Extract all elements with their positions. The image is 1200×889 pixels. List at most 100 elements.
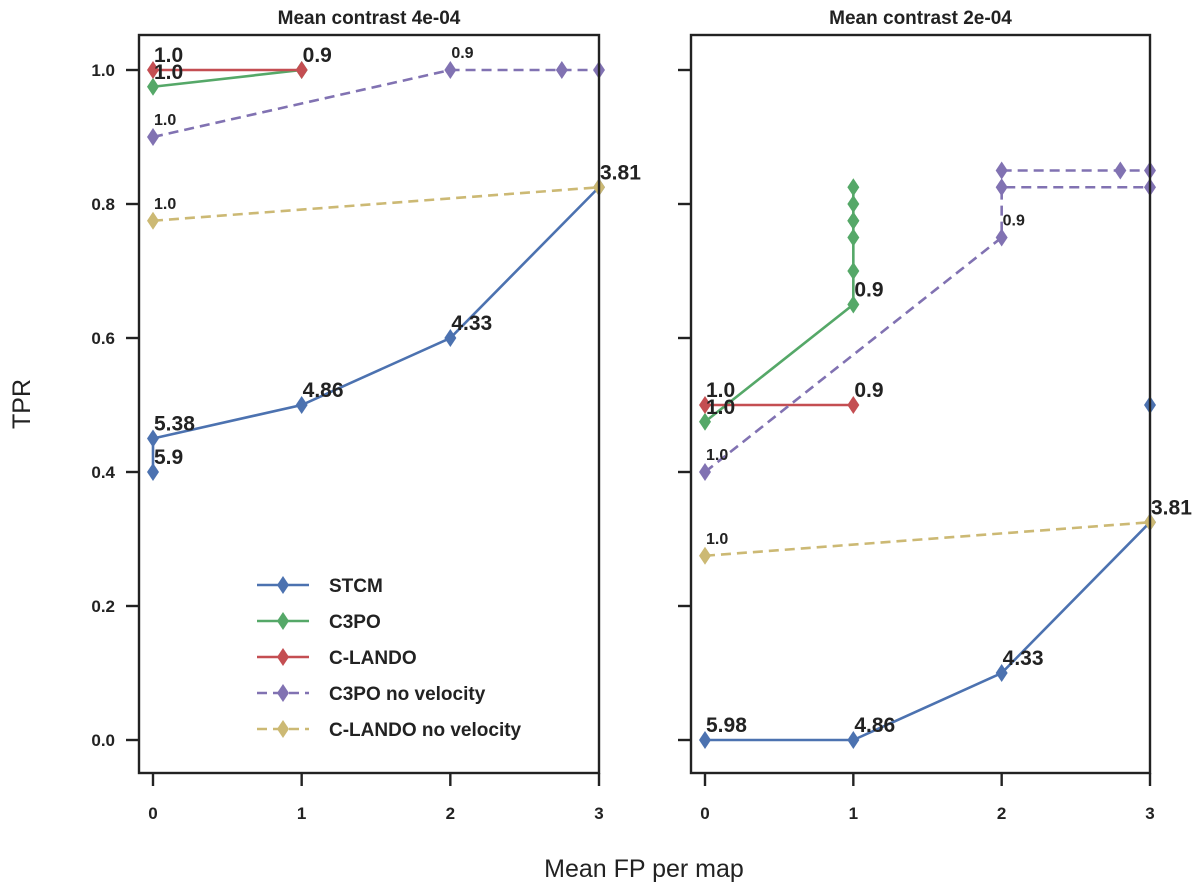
panel-1: Mean contrast 4e-04 5.9 5.38 4.86 4.33 3.81 1.… <box>91 8 641 823</box>
y-tick-label: 0.6 <box>91 329 115 348</box>
legend-item: C-LANDO <box>257 648 417 669</box>
series-line-stcm <box>151 186 600 472</box>
data-point <box>699 396 711 414</box>
data-point <box>847 195 860 213</box>
data-label: 3.81 <box>600 161 641 184</box>
data-label: 4.86 <box>303 379 344 402</box>
data-label: 1.0 <box>706 447 728 464</box>
data-point <box>295 396 308 414</box>
data-label: 3.81 <box>1151 496 1192 519</box>
x-tick-label: 3 <box>594 804 603 823</box>
data-label: 1.0 <box>706 379 735 402</box>
series-group <box>147 61 605 481</box>
data-label: 4.86 <box>854 714 895 737</box>
plot-frame <box>137 33 601 775</box>
panel-title: Mean contrast 4e-04 <box>278 8 461 29</box>
data-label: 1.0 <box>154 44 183 67</box>
data-point <box>847 178 860 197</box>
y-tick-label: 0.4 <box>91 463 115 482</box>
legend-marker <box>277 684 289 702</box>
x-tick-label: 1 <box>849 804 858 823</box>
y-tick-label: 1.0 <box>91 61 115 80</box>
data-point <box>995 228 1008 247</box>
data-label: 1.0 <box>154 61 183 84</box>
legend-marker <box>277 576 289 594</box>
data-point <box>995 178 1008 197</box>
data-label: 1.0 <box>706 396 735 419</box>
data-point <box>699 463 711 481</box>
data-label: 0.9 <box>303 44 332 67</box>
legend-marker <box>277 648 289 666</box>
legend-label: C3PO <box>329 612 381 633</box>
data-point <box>847 262 860 280</box>
x-axis-label: Mean FP per map <box>544 855 744 883</box>
legend: STCM C3PO C-LANDO C3PO no velocity C-LANDO n… <box>257 576 522 741</box>
series-line-c3po-no-velocity <box>152 68 599 139</box>
legend-label: C-LANDO <box>329 648 417 669</box>
x-tick-label: 2 <box>997 804 1006 823</box>
panel-2: Mean contrast 2e-045.98 4.864.333.811.01.… <box>678 8 1192 823</box>
data-point <box>699 731 711 749</box>
annotations: 5.98 4.864.333.811.01.00.90.91.00.91.0 <box>706 213 1192 738</box>
data-label: 4.33 <box>451 312 492 335</box>
data-point <box>444 329 457 347</box>
data-label: 0.9 <box>854 379 883 402</box>
x-tick-label: 0 <box>148 804 157 823</box>
legend-item: STCM <box>257 576 383 597</box>
data-point <box>147 61 159 79</box>
data-point <box>699 546 711 565</box>
series-line-stcm <box>705 521 1151 742</box>
data-label: 0.9 <box>854 279 883 302</box>
x-tick-label: 3 <box>1145 804 1154 823</box>
data-point <box>995 664 1008 682</box>
y-axis-label: TPR <box>8 379 36 429</box>
data-point <box>1114 161 1127 180</box>
legend-item: C-LANDO no velocity <box>257 720 522 741</box>
x-tick-label: 1 <box>297 804 306 823</box>
data-label: 1.0 <box>154 196 176 213</box>
data-label: 0.9 <box>451 45 473 62</box>
legend-marker <box>277 612 289 630</box>
data-point <box>444 61 457 79</box>
legend-item: C3PO <box>257 612 381 633</box>
y-tick-label: 0.8 <box>91 195 115 214</box>
series-line-c3po-no-velocity <box>704 185 1150 474</box>
annotations: 5.95.384.864.333.811.01.00.91.00.91.0 <box>154 44 641 469</box>
y-tick-label: 0.0 <box>91 731 115 750</box>
legend-label: C-LANDO no velocity <box>329 720 522 741</box>
data-point <box>555 61 568 79</box>
data-point <box>847 228 860 247</box>
data-point <box>147 211 159 230</box>
panel-title: Mean contrast 2e-04 <box>829 8 1012 29</box>
legend-marker <box>277 720 289 738</box>
series-group <box>699 161 1156 749</box>
legend-item: C3PO no velocity <box>257 684 486 705</box>
data-label: 5.9 <box>154 446 183 469</box>
y-tick-label: 0.2 <box>91 597 115 616</box>
x-tick-label: 0 <box>700 804 709 823</box>
series-line-c-lando-no-velocity <box>704 520 1151 558</box>
data-label: 1.0 <box>154 112 176 129</box>
series-line-c3po <box>152 68 302 89</box>
data-point <box>699 412 711 431</box>
data-label: 5.98 <box>706 714 747 737</box>
data-point <box>147 128 159 146</box>
data-point <box>847 295 860 314</box>
data-label: 5.38 <box>154 413 195 436</box>
data-label: 4.33 <box>1003 647 1044 670</box>
data-point <box>847 211 860 230</box>
data-point <box>295 61 308 79</box>
data-point <box>847 731 860 749</box>
data-point <box>995 161 1008 180</box>
legend-label: C3PO no velocity <box>329 684 486 705</box>
x-tick-label: 2 <box>446 804 455 823</box>
series-line-c-lando-no-velocity <box>152 185 600 223</box>
data-label: 0.9 <box>1003 213 1025 230</box>
data-label: 1.0 <box>706 531 728 548</box>
legend-label: STCM <box>329 576 383 597</box>
data-point <box>147 429 159 448</box>
data-point <box>147 77 159 96</box>
data-point <box>847 396 860 414</box>
data-point <box>147 463 159 481</box>
